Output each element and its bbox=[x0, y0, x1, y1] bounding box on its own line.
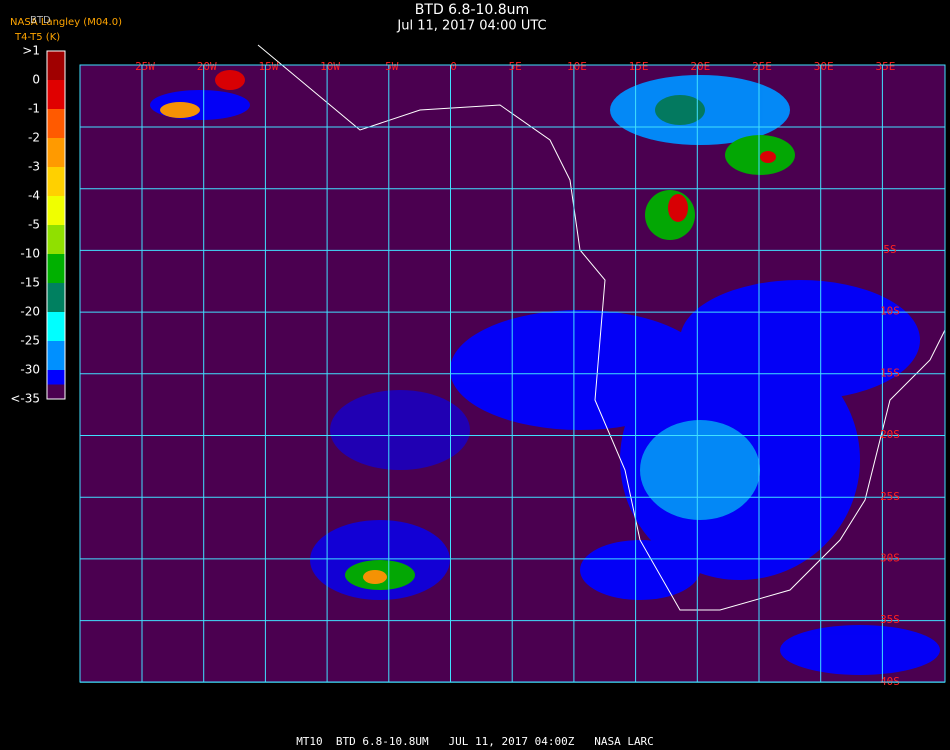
lon-label: 10W bbox=[320, 60, 340, 73]
colorbar-swatch bbox=[47, 51, 65, 81]
colorbar-swatch bbox=[47, 312, 65, 342]
cloud bbox=[780, 625, 940, 675]
colorbar-swatch bbox=[47, 283, 65, 313]
product: BTD bbox=[30, 15, 51, 26]
colorbar-label: <-35 bbox=[10, 392, 40, 406]
colorbar-label: -1 bbox=[28, 102, 40, 116]
units: T4-T5 (K) bbox=[14, 32, 60, 43]
lon-label: 20E bbox=[690, 60, 710, 73]
colorbar-label: -3 bbox=[28, 160, 40, 174]
cloud bbox=[215, 70, 245, 90]
map-frame bbox=[79, 64, 946, 683]
colorbar-label: -10 bbox=[20, 247, 40, 261]
colorbar-label: >1 bbox=[22, 44, 40, 58]
lon-label: 35E bbox=[875, 60, 895, 73]
colorbar: >1 0 -1 -2 -3 -4 -5 -10 -15 -20 -25 -30 <-35 bbox=[10, 44, 66, 406]
lon-label: 5E bbox=[509, 60, 522, 73]
lat-label: 5S bbox=[883, 243, 896, 256]
lat-label: 40S bbox=[880, 675, 900, 688]
colorbar-label: 0 bbox=[32, 73, 40, 87]
subtitle: Jul 11, 2017 04:00 UTC bbox=[396, 19, 546, 34]
lon-label: 5W bbox=[385, 60, 399, 73]
colorbar-frame bbox=[46, 50, 66, 400]
colorbar-swatch bbox=[47, 254, 65, 284]
lon-label: 30E bbox=[814, 60, 834, 73]
colorbar-swatch bbox=[47, 225, 65, 255]
source: NASA Langley (M04.0) bbox=[10, 17, 122, 28]
footer-caption: MT10 BTD 6.8-10.8UM JUL 11, 2017 04:00Z … bbox=[296, 735, 654, 748]
colorbar-label: -2 bbox=[28, 131, 40, 145]
cloud bbox=[580, 540, 700, 600]
cloud bbox=[655, 95, 705, 125]
lat-label: 25S bbox=[880, 490, 900, 503]
cloud bbox=[640, 420, 760, 520]
lon-label: 20W bbox=[197, 60, 217, 73]
colorbar-swatch bbox=[47, 80, 65, 110]
colorbar-swatch bbox=[47, 109, 65, 139]
colorbar-label: -5 bbox=[28, 218, 40, 232]
map: 25W 20W 15W 10W 5W 0 5E 10E 15E 20E 25E 30E 35E 5S 10S… bbox=[79, 44, 946, 688]
lat-label: 10S bbox=[880, 305, 900, 318]
coastline bbox=[257, 44, 946, 611]
lon-label: 15W bbox=[258, 60, 278, 73]
lon-label: 25W bbox=[135, 60, 155, 73]
colorbar-swatch bbox=[47, 138, 65, 168]
lon-label: 25E bbox=[752, 60, 772, 73]
grid: 25W 20W 15W 10W 5W 0 5E 10E 15E 20E 25E 30E 35E 5S 10S… bbox=[79, 60, 946, 688]
colorbar-label: -4 bbox=[28, 189, 40, 203]
lat-label: 15S bbox=[880, 366, 900, 379]
colorbar-swatch bbox=[47, 167, 65, 197]
colorbar-label: -20 bbox=[20, 305, 40, 319]
lon-label: 10E bbox=[567, 60, 587, 73]
colorbar-label: -15 bbox=[20, 276, 40, 290]
colorbar-label: -30 bbox=[20, 363, 40, 377]
lon-label: 0 bbox=[450, 60, 457, 73]
cloud-field bbox=[150, 70, 940, 675]
cloud bbox=[668, 194, 688, 222]
colorbar-swatch bbox=[47, 196, 65, 226]
colorbar-swatch bbox=[47, 384, 65, 399]
cloud bbox=[725, 135, 795, 175]
cloud bbox=[363, 570, 387, 584]
title: BTD 6.8-10.8um bbox=[415, 2, 529, 18]
lat-label: 20S bbox=[880, 428, 900, 441]
lat-label: 35S bbox=[880, 613, 900, 626]
lon-label: 15E bbox=[629, 60, 649, 73]
cloud bbox=[330, 390, 470, 470]
lat-label: 30S bbox=[880, 552, 900, 565]
cloud bbox=[760, 151, 776, 163]
colorbar-swatch bbox=[47, 341, 65, 371]
cloud bbox=[160, 102, 200, 118]
cloud bbox=[680, 280, 920, 400]
colorbar-label: -25 bbox=[20, 334, 40, 348]
